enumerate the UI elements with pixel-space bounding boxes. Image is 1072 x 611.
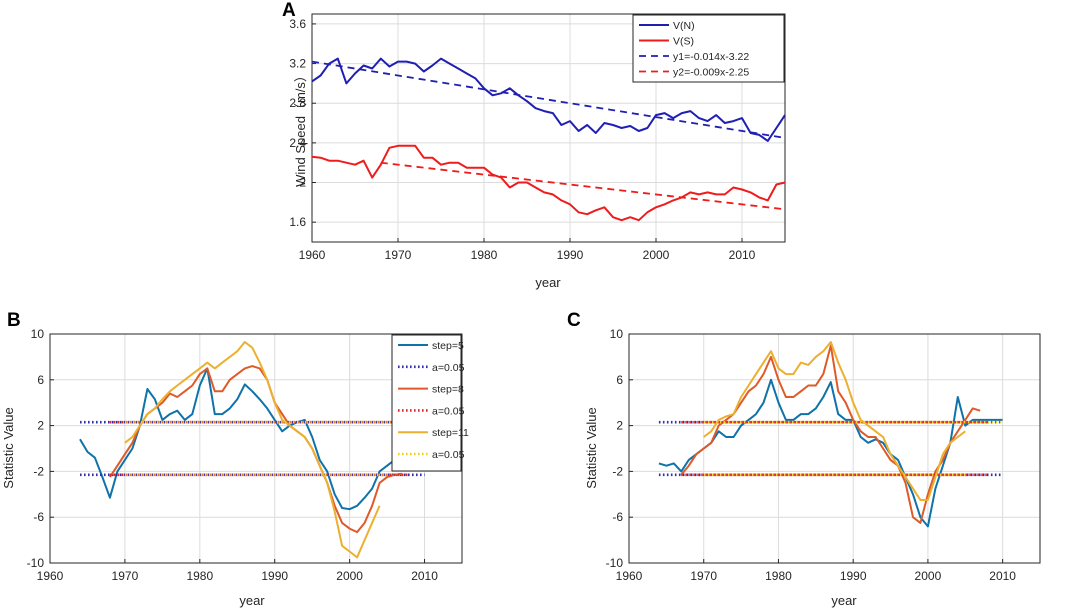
panel-a-chart: A 1960 1970 1980 1990 2000 2010 1.6 2 2.4 2.8 3.2 3… <box>282 0 786 290</box>
x-tick-label: 1980 <box>186 569 213 583</box>
panel-b-legend: step=5 a=0.05 step=8 a=0.05 step=11 a=0.05 <box>391 334 469 472</box>
panel-c-series <box>658 341 1003 528</box>
panel-a-series-y2-0-009x-2-25-3 <box>380 161 786 211</box>
x-tick-label: 1980 <box>471 248 498 262</box>
legend-entry-label: y1=-0.014x-3.22 <box>673 51 749 63</box>
panel-c-series-step-11-6 <box>703 341 966 501</box>
legend-entry-label: step=5 <box>432 340 464 352</box>
panel-c-series-step-8-3 <box>680 344 981 524</box>
panel-b-plot-area <box>49 333 463 564</box>
panel-a-y-axis-label: Wind Speed（m/s） <box>293 69 308 187</box>
y-tick-label: -10 <box>606 556 624 570</box>
panel-c-ticks: 1960 1970 1980 1990 2000 2010 -10 -6 -2 2 6 10 <box>606 327 1017 583</box>
panel-b-ticks: 1960 1970 1980 1990 2000 2010 -10 -6 -2 2 6 10 <box>27 327 439 583</box>
y-tick-label: -2 <box>612 464 623 478</box>
panel-c-y-axis-label: Statistic Value <box>584 407 599 488</box>
panel-a-series-y1-0-014x-3-22-2 <box>311 60 786 139</box>
legend-entry-label: V(N) <box>673 20 695 32</box>
y-tick-label: 10 <box>610 327 624 341</box>
y-tick-label: 2 <box>616 419 623 433</box>
panel-c-chart: C 1960 1970 1980 1990 2000 2010 -10 -6 -2 2 6 10 ye… <box>567 310 1041 608</box>
x-tick-label: 1960 <box>299 248 326 262</box>
legend-entry-label: y2=-0.009x-2.25 <box>673 67 749 79</box>
y-tick-label: 2.8 <box>289 96 306 110</box>
y-tick-label: 3.2 <box>289 57 306 71</box>
panel-b-label: B <box>7 310 21 331</box>
x-tick-label: 2000 <box>915 569 942 583</box>
x-tick-label: 2010 <box>729 248 756 262</box>
y-tick-label: -10 <box>27 556 45 570</box>
y-tick-label: -6 <box>612 510 623 524</box>
legend-entry-label: V(S) <box>673 36 694 48</box>
legend-entry-label: a=0.05 <box>432 405 465 417</box>
panel-c-plot-area <box>628 333 1041 564</box>
x-tick-label: 1990 <box>557 248 584 262</box>
x-tick-label: 1960 <box>616 569 643 583</box>
y-tick-label: 6 <box>616 373 623 387</box>
panel-a-legend: V(N) V(S) y1=-0.014x-3.22 y2=-0.009x-2.25 <box>632 14 785 83</box>
panel-c-series-step-5-0 <box>658 378 1003 528</box>
y-tick-label: 3.6 <box>289 17 306 31</box>
panel-a-ticks: 1960 1970 1980 1990 2000 2010 1.6 2 2.4 2.8 3.2 3.6 <box>289 17 755 262</box>
y-tick-label: 2.4 <box>289 136 306 150</box>
legend-entry-label: step=8 <box>432 384 464 396</box>
panel-b-x-axis-label: year <box>239 593 265 608</box>
panel-b-chart: B 1960 1970 1980 1990 2000 2010 -10 -6 -2 2 6 10 ye… <box>1 310 469 608</box>
y-tick-label: -6 <box>33 510 44 524</box>
panel-a-label: A <box>282 0 296 21</box>
x-tick-label: 1980 <box>765 569 792 583</box>
y-tick-label: 2 <box>299 176 306 190</box>
panel-a-series-v-s--1 <box>311 144 786 222</box>
y-tick-label: 2 <box>37 419 44 433</box>
x-tick-label: 1990 <box>261 569 288 583</box>
x-tick-label: 1970 <box>112 569 139 583</box>
panel-c-label: C <box>567 310 581 331</box>
x-tick-label: 1960 <box>37 569 64 583</box>
legend-box <box>632 14 785 83</box>
legend-entry-label: a=0.05 <box>432 362 465 374</box>
x-tick-label: 2010 <box>989 569 1016 583</box>
panel-c-x-axis-label: year <box>831 593 857 608</box>
legend-entry-label: a=0.05 <box>432 449 465 461</box>
panel-b-series <box>79 341 425 559</box>
x-tick-label: 1970 <box>690 569 717 583</box>
panel-a-plot-area <box>311 13 786 243</box>
y-tick-label: 10 <box>31 327 45 341</box>
legend-entry-label: step=11 <box>432 427 469 439</box>
x-tick-label: 1990 <box>840 569 867 583</box>
legend-box <box>391 334 462 472</box>
x-tick-label: 1970 <box>385 248 412 262</box>
x-tick-label: 2000 <box>643 248 670 262</box>
y-tick-label: 6 <box>37 373 44 387</box>
y-tick-label: -2 <box>33 464 44 478</box>
x-tick-label: 2010 <box>411 569 438 583</box>
y-tick-label: 1.6 <box>289 215 306 229</box>
panel-a-series-v-n--0 <box>311 57 786 142</box>
x-tick-label: 2000 <box>336 569 363 583</box>
panel-a-x-axis-label: year <box>535 275 561 290</box>
panel-a-series <box>311 57 786 222</box>
panel-b-series-step-11-6 <box>124 341 381 559</box>
panel-b-y-axis-label: Statistic Value <box>1 407 16 488</box>
panel-b-series-step-8-3 <box>109 365 403 534</box>
